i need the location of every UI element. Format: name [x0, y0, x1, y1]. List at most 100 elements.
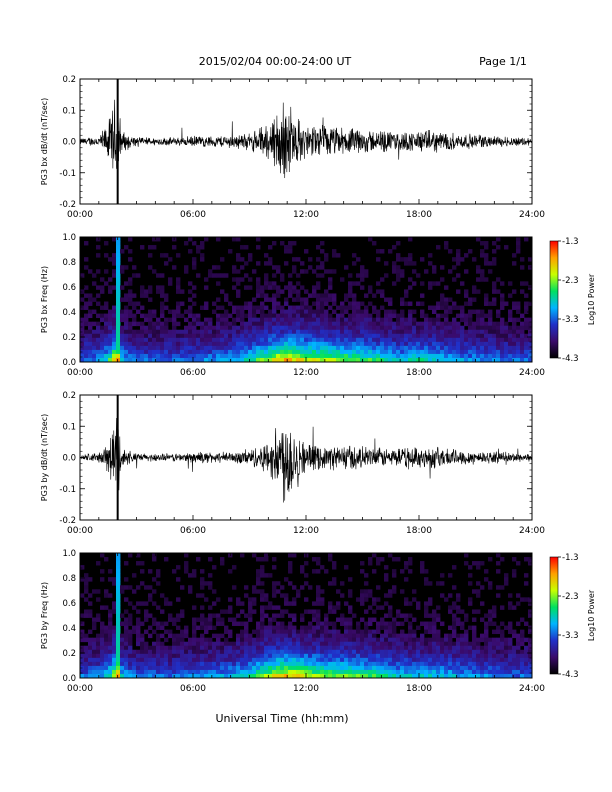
spectrogram-cell: [512, 317, 517, 323]
spectrogram-cell: [424, 313, 429, 319]
spectrogram-cell: [304, 649, 309, 655]
spectrogram-cell: [384, 673, 389, 679]
spectrogram-cell: [284, 349, 289, 355]
spectrogram-cell: [500, 325, 505, 331]
spectrogram-cell: [108, 657, 113, 663]
spectrogram-cell: [92, 673, 97, 679]
spectrogram-cell: [232, 673, 237, 679]
spectrogram-cell: [512, 357, 517, 363]
spectrogram-cell: [476, 649, 481, 655]
spectrogram-cell: [468, 353, 473, 359]
spectrogram-cell: [436, 649, 441, 655]
spectrogram-cell: [344, 621, 349, 626]
spectrogram-cell: [228, 597, 233, 602]
spectrogram-cell: [292, 649, 297, 655]
spectrogram-cell: [512, 657, 517, 663]
spectrogram-cell: [372, 669, 377, 675]
spectrogram-cell: [204, 345, 209, 351]
spectrogram-cell: [100, 641, 105, 647]
spectrogram-cell: [200, 641, 205, 647]
spectrogram-cell: [124, 625, 129, 631]
spectrogram-cell: [224, 673, 229, 679]
spectrogram-cell: [460, 673, 465, 679]
spectrogram-cell: [220, 653, 225, 659]
spectrogram-cell: [272, 629, 277, 635]
spectrogram-cell: [508, 637, 513, 643]
spectrogram-cell: [512, 261, 517, 266]
spectrogram-cell: [300, 657, 305, 663]
spectrogram-cell: [100, 313, 105, 319]
spectrogram-cell: [308, 649, 313, 655]
spectrogram-cell: [516, 357, 521, 363]
spectrogram-cell: [364, 593, 369, 598]
spectrogram-cell: [428, 649, 433, 655]
spectrogram-cell: [332, 641, 337, 647]
spectrogram-cell: [156, 329, 161, 335]
spectrogram-cell: [160, 329, 165, 335]
spectrogram-cell: [100, 645, 105, 651]
spectrogram-cell: [320, 249, 325, 254]
spectrogram-cell: [456, 333, 461, 339]
spectrogram-cell: [468, 309, 473, 315]
spectrogram-cell: [248, 313, 253, 319]
y-tick-label: 0.6: [62, 283, 76, 293]
spectrogram-cell: [396, 313, 401, 319]
spectrogram-cell: [216, 641, 221, 647]
spectrogram-cell: [112, 253, 117, 258]
spectrogram-cell: [512, 333, 517, 339]
spectrogram-cell: [280, 321, 285, 327]
spectrogram-cell: [248, 637, 253, 643]
spectrogram-cell: [316, 637, 321, 643]
spectrogram-cell: [496, 629, 501, 635]
spectrogram-cell: [384, 313, 389, 319]
spectrogram-cell: [348, 649, 353, 655]
spectrogram-cell: [456, 633, 461, 639]
spectrogram-cell: [248, 641, 253, 647]
spectrogram-cell: [492, 349, 497, 355]
spectrogram-cell: [320, 565, 325, 570]
spectrogram-cell: [300, 337, 305, 343]
spectrogram-cell: [424, 621, 429, 626]
spectrogram-cell: [496, 661, 501, 667]
spectrogram-cell: [148, 329, 153, 335]
spectrogram-cell: [376, 625, 381, 631]
spectrogram-cell: [472, 617, 477, 622]
spectrogram-cell: [348, 313, 353, 319]
spectrogram-cell: [320, 653, 325, 659]
spectrogram-cell: [452, 333, 457, 339]
spectrogram-cell: [472, 257, 477, 262]
spectrogram-cell: [216, 353, 221, 359]
spectrogram-cell: [240, 661, 245, 667]
spectrogram-cell: [148, 357, 153, 363]
spectrogram-cell: [128, 645, 133, 651]
spectrogram-cell: [248, 605, 253, 610]
spectrogram-cell: [244, 593, 249, 598]
spectrogram-cell: [448, 673, 453, 679]
spectrogram-cell: [428, 341, 433, 347]
spectrogram-cell: [344, 317, 349, 323]
spectrogram-cell: [252, 645, 257, 651]
spectrogram-cell: [472, 297, 477, 302]
spectrogram-cell: [292, 285, 297, 290]
spectrogram-cell: [224, 645, 229, 651]
spectrogram-cell: [128, 337, 133, 343]
spectrogram-cell: [180, 357, 185, 363]
spectrogram-cell: [216, 313, 221, 319]
spectrogram-cell: [384, 649, 389, 655]
spectrogram-cell: [340, 669, 345, 675]
spectrogram-cell: [232, 353, 237, 359]
spectrogram-cell: [292, 289, 297, 294]
spectrogram-cell: [96, 313, 101, 319]
spectrogram-cell: [524, 301, 529, 306]
spectrogram-cell: [396, 661, 401, 667]
spectrogram-cell: [316, 617, 321, 622]
spectrogram-cell: [356, 641, 361, 647]
spectrogram-cell: [232, 285, 237, 290]
spectrogram-cell: [396, 345, 401, 351]
colorbar-tick-label: -1.3: [562, 237, 579, 247]
spectrogram-cell: [504, 581, 509, 586]
spectrogram-cell: [356, 337, 361, 343]
spectrogram-cell: [368, 313, 373, 319]
spectrogram-cell: [324, 321, 329, 327]
spectrogram-cell: [476, 237, 481, 242]
